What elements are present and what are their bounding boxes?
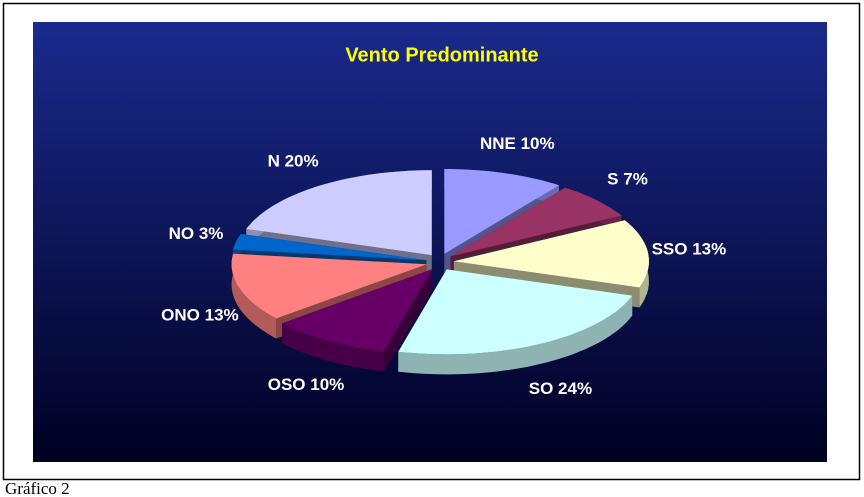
slice-label: NNE 10% (480, 134, 555, 153)
slice-label: ONO 13% (161, 306, 239, 325)
value-label: 20% (285, 152, 319, 171)
value-label: 7% (623, 170, 648, 189)
slice (231, 253, 427, 319)
chart-title: Vento Predominante (345, 44, 538, 66)
slice-label: N 20% (268, 152, 319, 171)
slice-side (231, 253, 277, 339)
slice-label: S 7% (607, 170, 648, 189)
slice (246, 170, 432, 256)
slice (444, 169, 559, 254)
slice-label: NO 3% (169, 225, 224, 244)
category-label: N (268, 152, 280, 171)
slice (282, 269, 433, 352)
slice-side (398, 295, 633, 375)
value-label: 13% (692, 240, 726, 259)
value-label: 3% (199, 225, 224, 244)
value-label: 10% (521, 134, 555, 153)
category-label: OSO (268, 375, 306, 394)
value-label: 13% (205, 306, 239, 325)
category-label: ONO (161, 306, 200, 325)
frame (2, 2, 861, 481)
slice-label: OSO 10% (268, 375, 345, 394)
slice (232, 233, 427, 261)
slice (398, 269, 633, 355)
category-label: SO (529, 379, 554, 398)
slice-label: SO 24% (529, 379, 592, 398)
slice-label: SSO 13% (652, 240, 727, 259)
slice-side (282, 323, 384, 372)
value-label: 10% (310, 375, 344, 394)
category-label: NNE (480, 134, 516, 153)
pie: NNE 10%S 7%SSO 13%SO 24%OSO 10%ONO 13%NO… (161, 134, 726, 398)
value-label: 24% (558, 379, 592, 398)
category-label: NO (169, 225, 195, 244)
category-label: SSO (652, 240, 688, 259)
caption: Gráfico 2 (5, 479, 70, 497)
slice-wall (384, 269, 433, 372)
category-label: S (607, 170, 618, 189)
slice (453, 220, 649, 288)
slice (450, 187, 622, 257)
